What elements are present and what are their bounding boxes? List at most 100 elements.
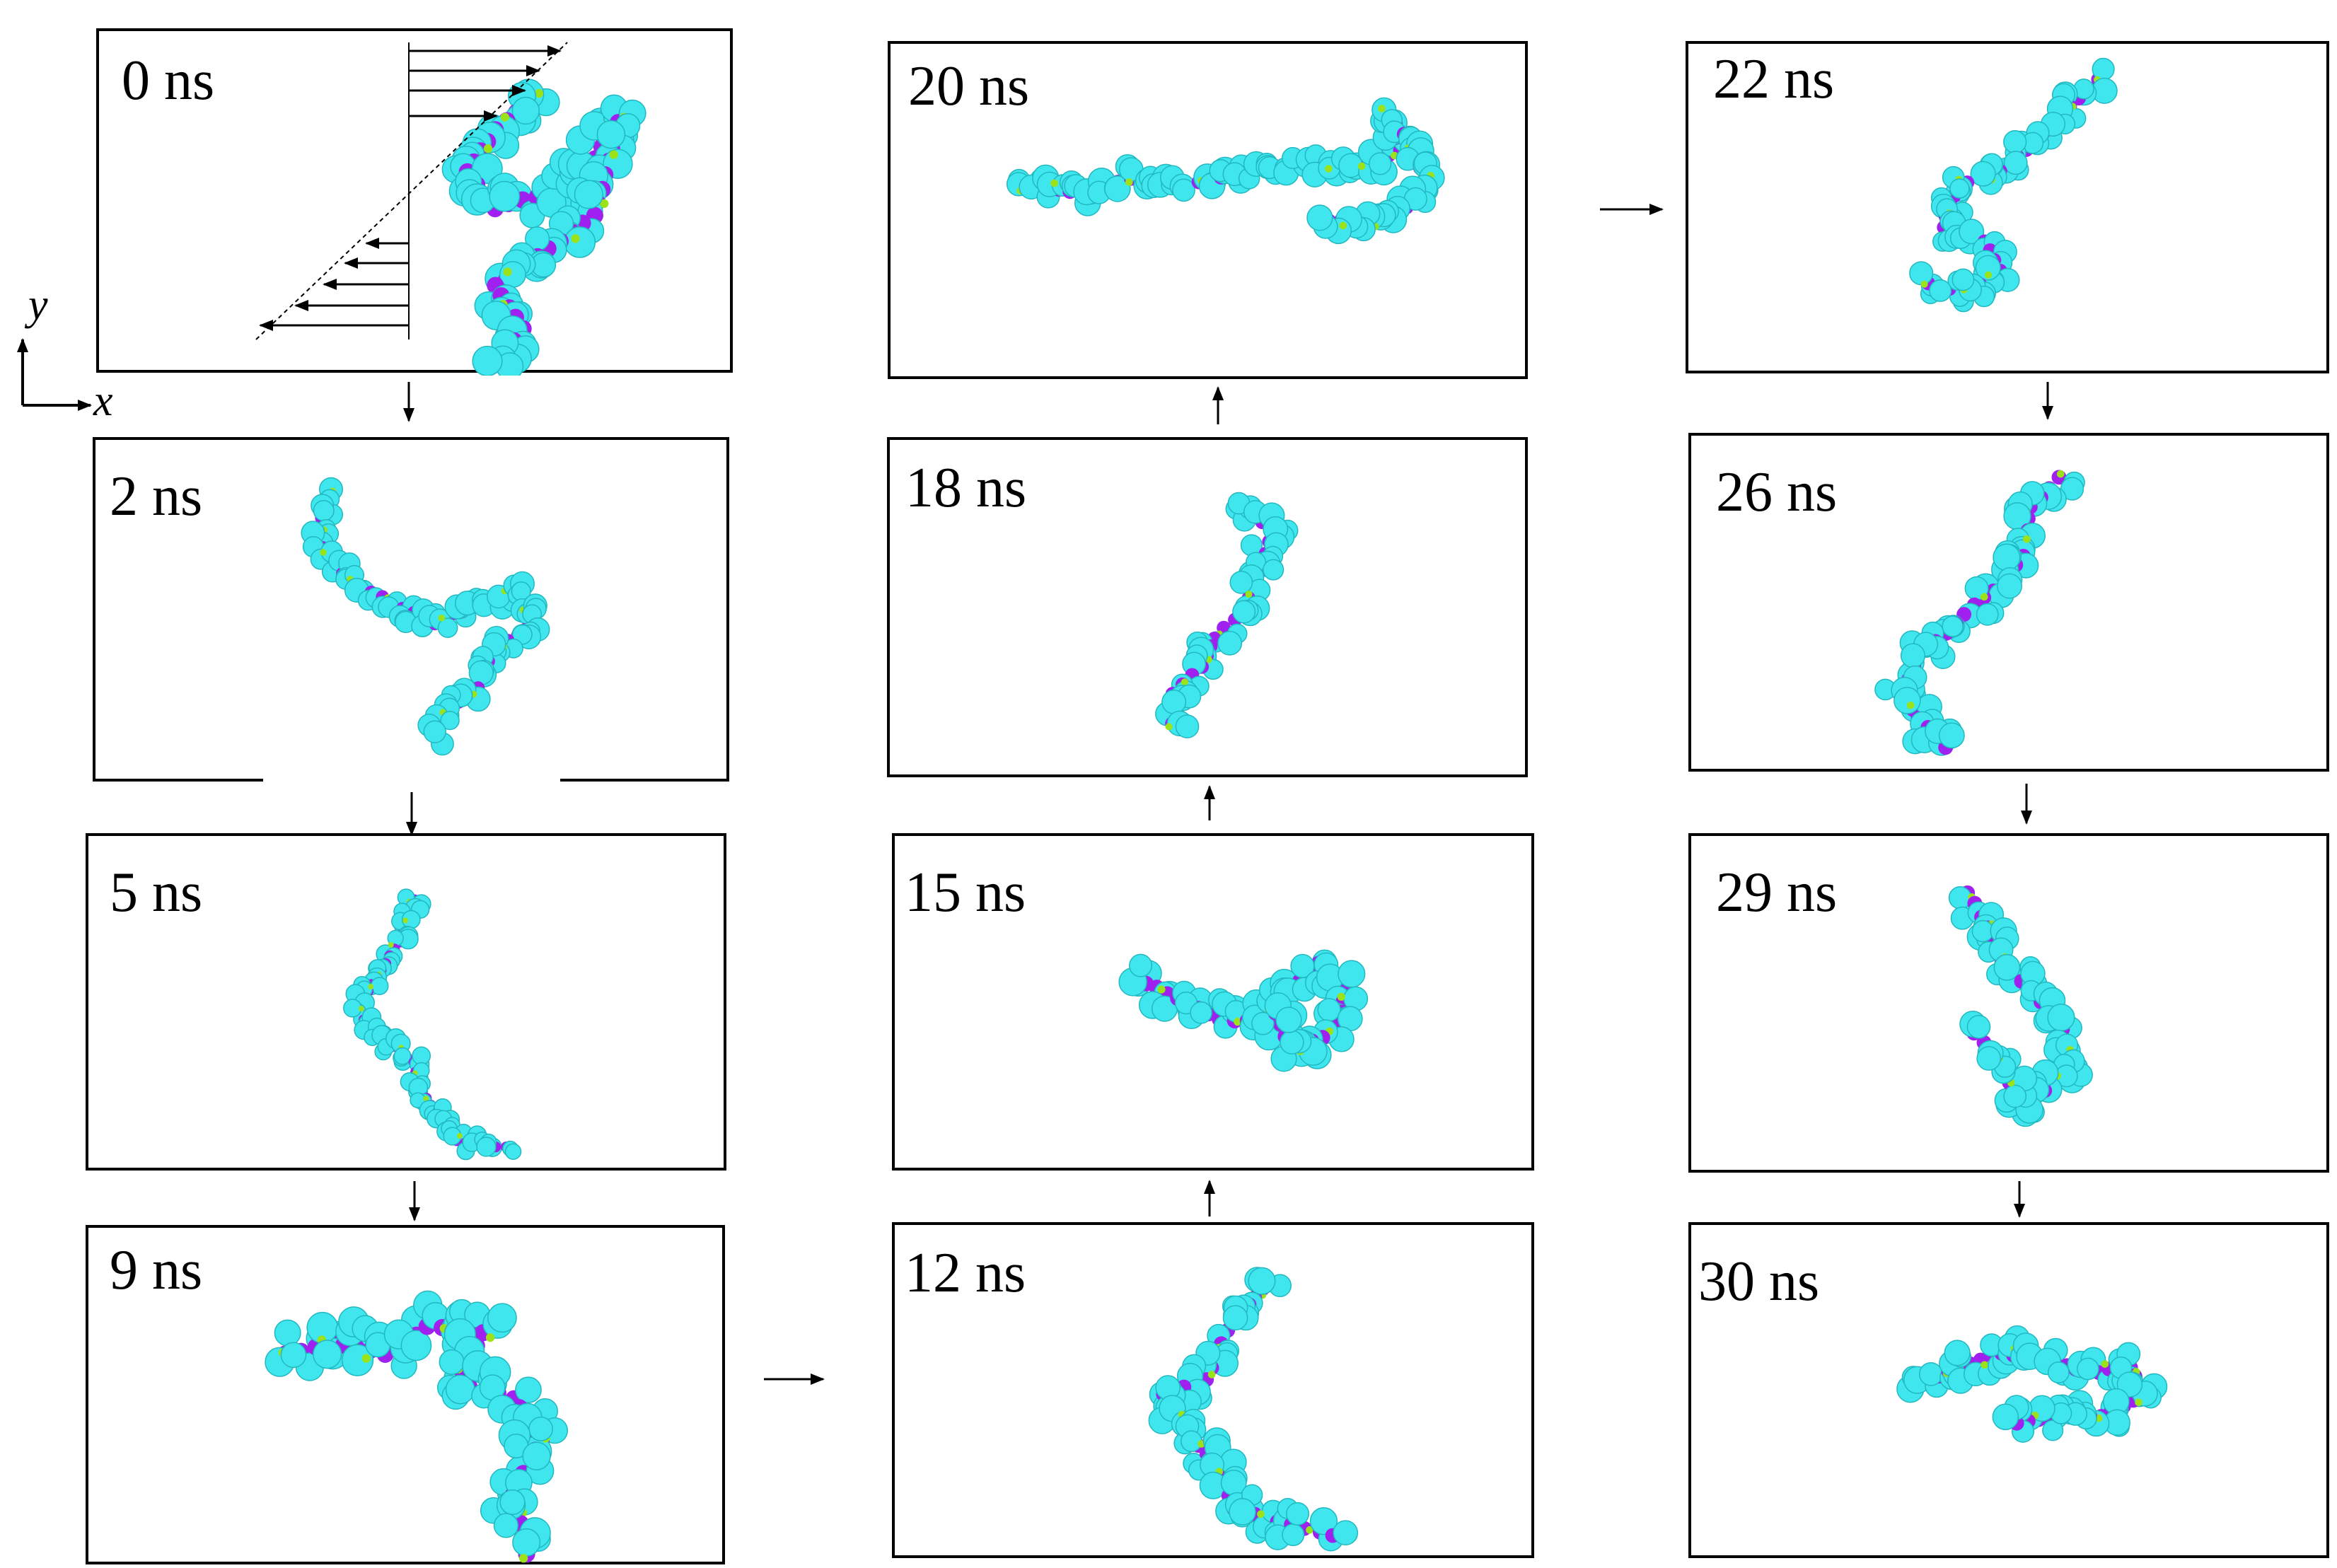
- joint-bead: [571, 234, 580, 243]
- joint-bead: [1920, 280, 1928, 288]
- joint-bead: [1050, 179, 1058, 187]
- side-bead: [1248, 1267, 1276, 1295]
- side-bead: [1280, 1030, 1304, 1055]
- side-bead: [1959, 219, 1985, 245]
- joint-bead: [1257, 1510, 1265, 1518]
- side-bead: [1942, 615, 1964, 637]
- side-bead: [596, 120, 626, 149]
- time-label: 30 ns: [1698, 1250, 1820, 1313]
- polymer-chain: [1006, 97, 1445, 245]
- side-bead: [1190, 1001, 1213, 1024]
- side-bead: [1282, 1523, 1305, 1547]
- side-bead: [440, 711, 460, 731]
- side-bead: [2047, 1004, 2075, 1032]
- joint-bead: [2135, 1398, 2142, 1407]
- joint-bead: [438, 615, 446, 622]
- side-bead: [511, 96, 540, 125]
- side-bead: [1172, 178, 1195, 202]
- side-bead: [1970, 161, 1996, 187]
- joint-bead: [609, 150, 618, 159]
- side-bead: [393, 1047, 412, 1065]
- side-bead: [1929, 279, 1952, 302]
- side-bead: [1976, 1046, 2002, 1071]
- side-bead: [476, 1137, 497, 1157]
- panel-2ns: 2 ns: [93, 437, 729, 782]
- joint-bead: [1157, 985, 1166, 994]
- joint-bead: [388, 942, 394, 948]
- side-bead: [1369, 152, 1392, 175]
- side-bead: [2047, 1361, 2070, 1383]
- side-bead: [2003, 1084, 2027, 1108]
- joint-bead: [1906, 701, 1915, 709]
- panel-22ns: 22 ns: [1686, 41, 2329, 373]
- side-bead: [280, 1342, 307, 1369]
- panel-15ns: 15 ns: [892, 833, 1534, 1171]
- side-bead: [1975, 255, 2001, 281]
- polymer-chain: [1874, 470, 2085, 756]
- side-bead: [1938, 722, 1965, 749]
- side-bead: [489, 180, 521, 212]
- side-bead: [1104, 175, 1131, 202]
- side-bead: [504, 1143, 522, 1161]
- side-bead: [1161, 690, 1187, 714]
- side-bead: [515, 1376, 542, 1403]
- polymer-chain: [1118, 949, 1369, 1072]
- time-label: 22 ns: [1713, 48, 1835, 110]
- side-bead: [1997, 573, 2023, 599]
- side-bead: [1306, 204, 1333, 231]
- joint-bead: [1181, 678, 1188, 686]
- side-bead: [439, 1349, 465, 1375]
- side-bead: [1333, 1520, 1359, 1545]
- joint-bead: [1207, 1371, 1216, 1378]
- joint-bead: [1339, 221, 1347, 230]
- side-bead: [499, 261, 526, 288]
- side-bead: [437, 617, 458, 638]
- side-bead: [1263, 559, 1285, 581]
- panel-18ns: 18 ns: [887, 437, 1528, 777]
- side-bead: [1285, 1502, 1310, 1526]
- side-bead: [1918, 1361, 1943, 1386]
- polymer-chain: [301, 477, 550, 756]
- side-bead: [1232, 600, 1256, 624]
- polymer-chain: [343, 888, 522, 1161]
- side-bead: [2077, 1357, 2099, 1381]
- joint-bead: [1981, 1361, 1988, 1369]
- joint-bead: [2056, 470, 2065, 478]
- joint-bead: [1357, 162, 1366, 170]
- panel-0ns: 0 ns: [96, 28, 733, 376]
- side-bead: [423, 720, 446, 743]
- polymer-chain: [1909, 57, 2118, 313]
- side-bead: [487, 1303, 517, 1333]
- side-bead: [1993, 543, 2021, 571]
- side-bead: [1993, 953, 2021, 981]
- time-label: 18 ns: [905, 457, 1027, 519]
- joint-bead: [1324, 165, 1333, 173]
- polymer-chain: [265, 1290, 568, 1563]
- side-bead: [1900, 643, 1925, 668]
- time-label: 29 ns: [1716, 861, 1838, 924]
- joint-bead: [519, 1554, 528, 1563]
- joint-bead: [2023, 535, 2031, 543]
- side-bead: [1992, 1403, 2019, 1431]
- time-label: 2 ns: [110, 465, 203, 528]
- side-bead: [313, 1340, 342, 1369]
- side-bead: [341, 1344, 374, 1376]
- side-bead: [1952, 268, 1975, 291]
- joint-bead: [500, 112, 509, 122]
- joint-bead: [1234, 1018, 1242, 1026]
- side-bead: [1217, 630, 1243, 656]
- polymer-chain: [1948, 885, 2093, 1127]
- panel-12ns: 12 ns: [892, 1222, 1534, 1558]
- joint-bead: [1337, 992, 1345, 1001]
- joint-bead: [368, 984, 374, 989]
- side-bead: [1222, 1305, 1248, 1331]
- side-bead: [2003, 129, 2027, 154]
- joint-bead: [485, 1333, 495, 1342]
- side-bead: [274, 1319, 301, 1347]
- panel-20ns: 20 ns: [888, 41, 1528, 379]
- polymer-chain: [441, 79, 646, 376]
- time-label: 5 ns: [110, 861, 203, 924]
- side-bead: [412, 1046, 431, 1066]
- joint-bead: [1306, 1526, 1314, 1534]
- joint-bead: [1378, 105, 1386, 112]
